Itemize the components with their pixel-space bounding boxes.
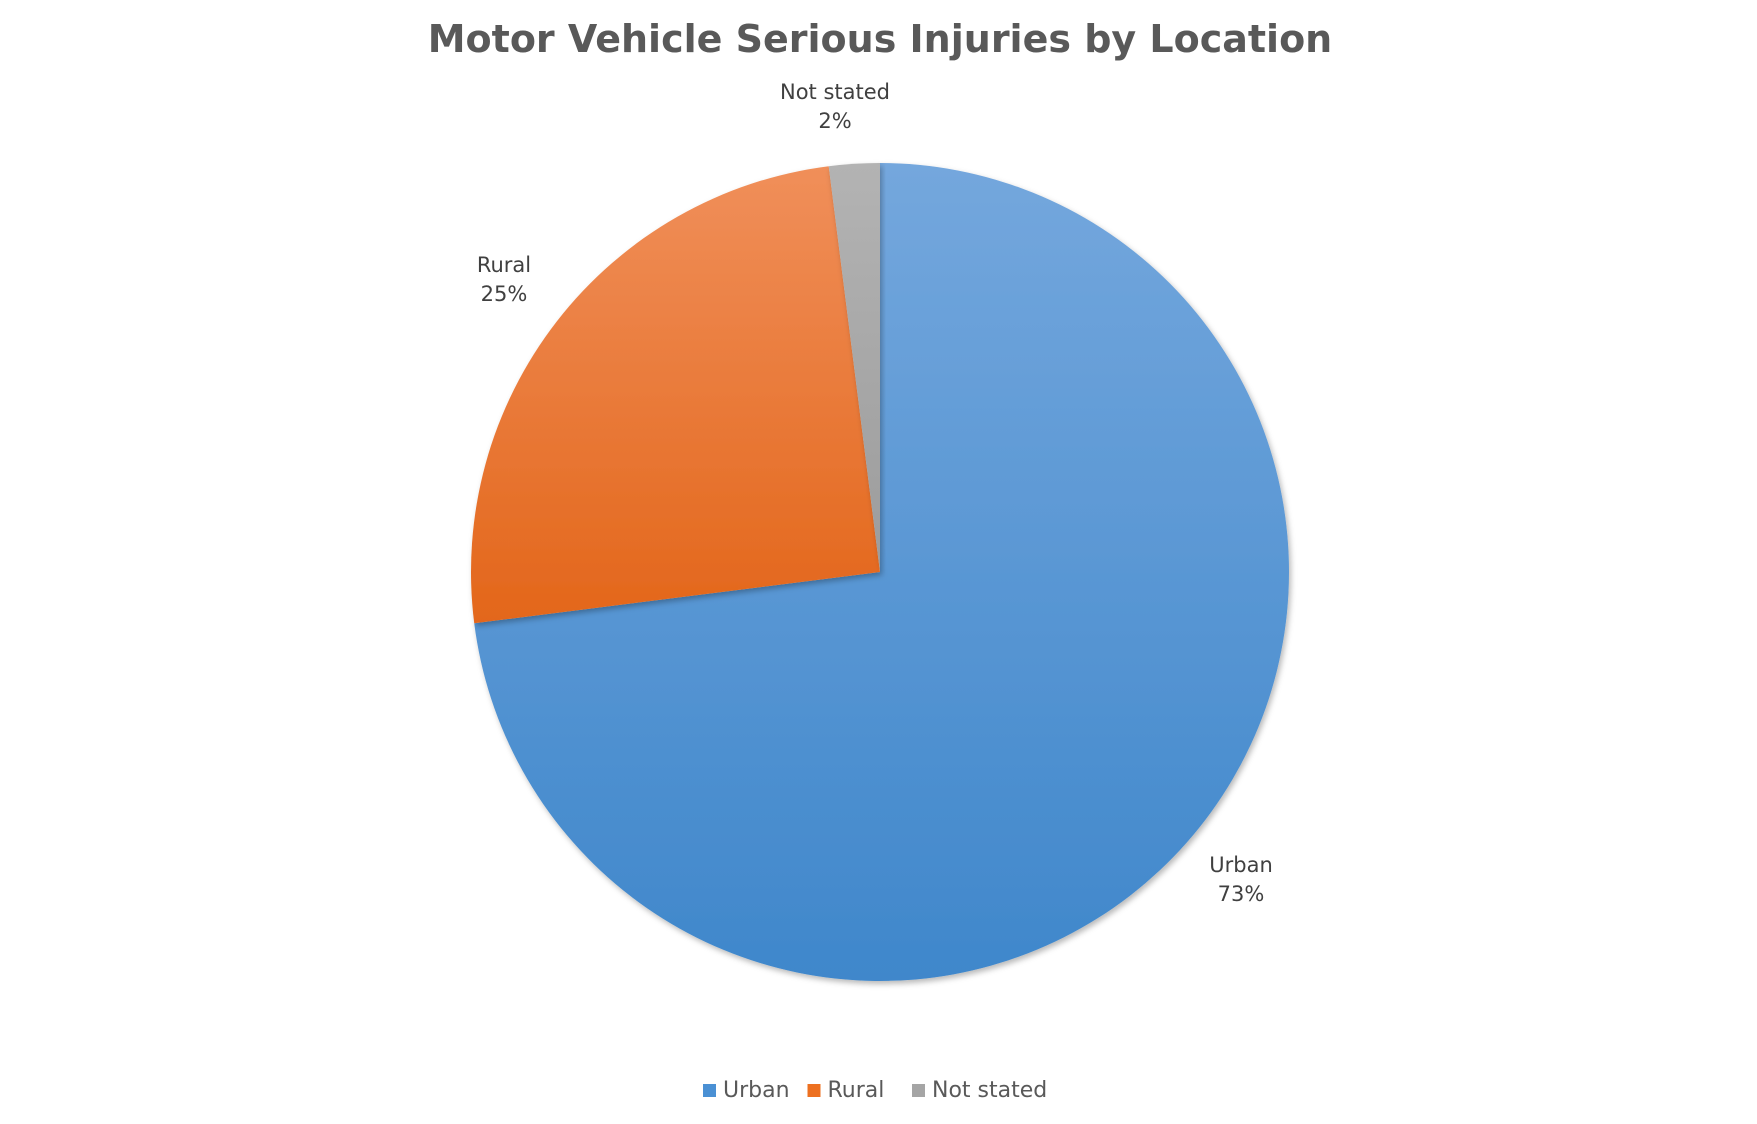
data-labels: Urban 73% Rural 25% Not stated 2% [477,80,1273,906]
legend-label-rural: Rural [828,1078,885,1103]
data-label-urban: Urban 73% [1209,853,1273,906]
data-label-category: Urban [1209,853,1273,877]
data-label-percent: 73% [1218,882,1265,906]
legend-item-rural: Rural [807,1078,885,1103]
data-label-rural: Rural 25% [477,253,531,306]
pie-slices [471,163,1290,982]
legend-label-not-stated: Not stated [932,1078,1047,1103]
legend-swatch-rural [807,1084,821,1097]
legend: Urban Rural Not stated [703,1078,1047,1103]
legend-swatch-not-stated [912,1084,925,1097]
pie-slice-not-stated [828,163,880,572]
legend-item-not-stated: Not stated [912,1078,1047,1103]
legend-label-urban: Urban [723,1078,790,1103]
data-label-category: Rural [477,253,531,277]
pie-slice-rural [471,166,880,624]
legend-swatch-urban [703,1084,716,1097]
data-label-percent: 25% [481,282,528,306]
data-label-category: Not stated [780,80,890,104]
chart-title: Motor Vehicle Serious Injuries by Locati… [428,17,1333,61]
data-label-percent: 2% [818,109,851,133]
pie-slice-urban [474,163,1290,982]
legend-item-urban: Urban [703,1078,790,1103]
data-label-not-stated: Not stated 2% [780,80,890,133]
